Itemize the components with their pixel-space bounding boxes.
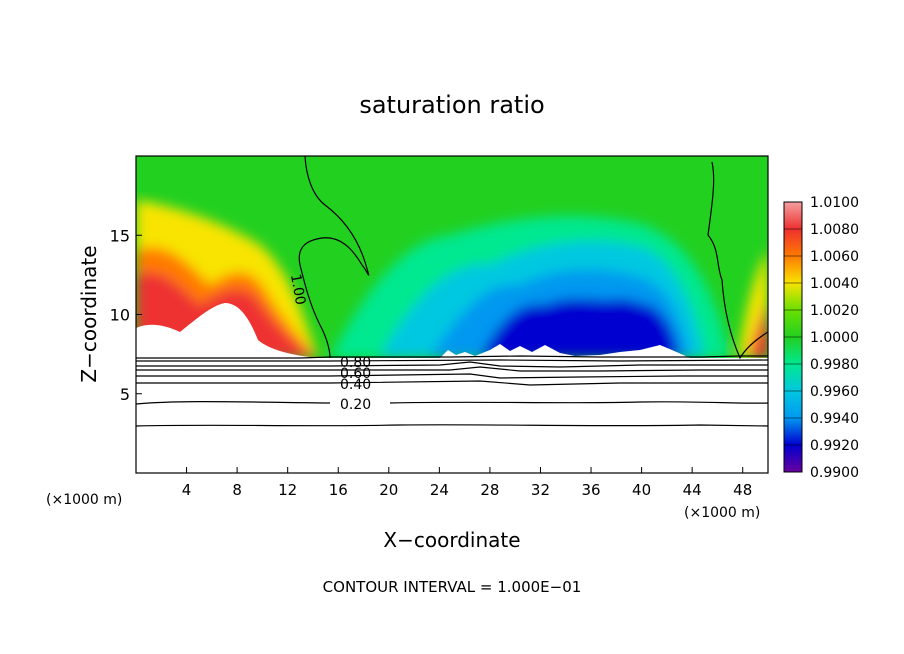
contour-1.00-right (707, 161, 769, 360)
x-tick-label: 16 (329, 481, 348, 499)
contour-lines (135, 155, 769, 427)
contour-label: 1.00 (287, 273, 308, 306)
contour-0.60-b (136, 366, 768, 372)
colorbar-label: 0.9960 (810, 384, 859, 400)
y-axis-ticks: 5 10 15 (110, 226, 142, 404)
contour-0.80 (136, 355, 768, 359)
y-tick-label: 10 (110, 306, 130, 325)
x-tick-label: 8 (232, 481, 242, 499)
y-tick-label: 5 (120, 385, 130, 404)
x-tick-label: 4 (182, 481, 192, 499)
colorbar-label: 0.9940 (810, 411, 859, 427)
x-unit-left: (×1000 m) (46, 492, 122, 508)
field-darkblue-2 (585, 304, 680, 358)
field-below-surface (136, 358, 768, 473)
contour-0.20 (135, 401, 769, 405)
colorbar-label: 1.0100 (810, 195, 859, 211)
chart-title: saturation ratio (359, 91, 544, 119)
x-unit-right: (×1000 m) (684, 505, 760, 521)
x-tick-label: 28 (480, 481, 499, 499)
colorbar-label: 1.0060 (810, 249, 859, 265)
field-surface-spikes (440, 344, 690, 358)
contour-label: 0.60 (340, 366, 371, 382)
colorbar-label: 1.0020 (810, 303, 859, 319)
x-axis-label: X−coordinate (383, 528, 520, 552)
contour-interval-note: CONTOUR INTERVAL = 1.000E−01 (323, 578, 582, 596)
colorbar-label: 1.0080 (810, 222, 859, 238)
colorbar-label: 1.0040 (810, 276, 859, 292)
x-tick-label: 32 (531, 481, 550, 499)
x-tick-label: 36 (581, 481, 600, 499)
contour-0.40-b (136, 380, 768, 386)
field-blobs (136, 200, 768, 358)
field-saturated-left (136, 303, 318, 358)
x-tick-label: 44 (683, 481, 702, 499)
contour-0.60 (136, 361, 768, 368)
contour-0.80-b (136, 359, 769, 362)
y-tick-label: 15 (110, 226, 130, 245)
contour-1.00-left (298, 155, 370, 359)
x-tick-label: 40 (632, 481, 651, 499)
colorbar-labels: 1.0100 1.0080 1.0060 1.0040 1.0020 1.0000 0.99… (784, 195, 859, 481)
contour-0.10 (135, 424, 769, 427)
contour-0.40 (136, 373, 768, 379)
colorbar-label: 0.9900 (810, 465, 859, 481)
contour-label: 0.40 (340, 377, 371, 393)
y-axis-label: Z−coordinate (77, 245, 101, 382)
contour-label: 0.20 (340, 397, 371, 413)
colorbar-label: 1.0000 (810, 330, 859, 346)
x-tick-label: 24 (430, 481, 449, 499)
x-tick-label: 12 (278, 481, 297, 499)
x-tick-label: 20 (379, 481, 398, 499)
colorbar-label: 0.9980 (810, 357, 859, 373)
saturation-field (136, 156, 768, 473)
contour-label-group: 0.80 0.60 0.40 0.20 1.00 (287, 273, 371, 413)
contour-label: 0.80 (340, 355, 371, 371)
x-axis-ticks: 4 8 12 16 20 24 28 32 36 40 44 48 (182, 467, 752, 499)
x-tick-label: 48 (733, 481, 752, 499)
colorbar-label: 0.9920 (810, 438, 859, 454)
